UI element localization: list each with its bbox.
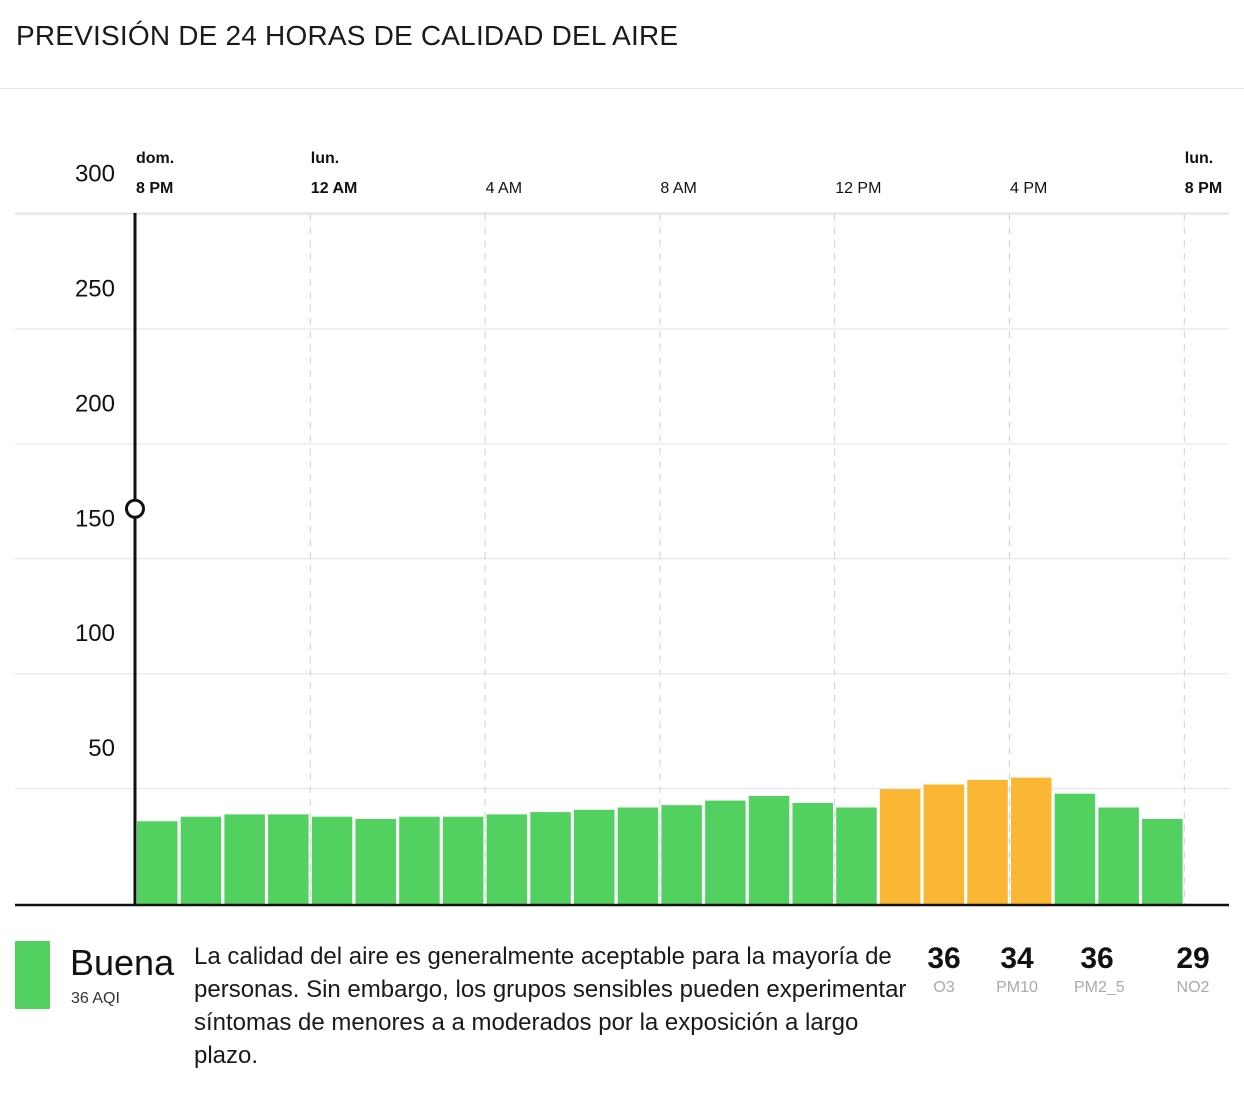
x-tick-time-label: 8 PM: [136, 180, 173, 197]
aqi-bar: [311, 816, 353, 904]
pollutant-value: 36: [927, 942, 961, 975]
pollutant-name: PM10: [996, 979, 1038, 996]
aqi-bar: [530, 812, 571, 904]
x-tick-day-label: dom.: [136, 150, 174, 167]
aqi-bar: [399, 816, 440, 904]
aqi-bar: [879, 789, 921, 904]
x-tick-day-label: lun.: [1185, 150, 1213, 167]
aqi-bar: [1098, 807, 1139, 904]
x-tick-time-label: 8 AM: [660, 180, 696, 197]
aqi-bar: [748, 795, 790, 904]
aqi-bar: [574, 809, 615, 904]
pollutant-o3: 36 O3: [921, 940, 967, 998]
pollutant-value: 29: [1176, 942, 1210, 975]
aqi-bar: [486, 814, 528, 904]
summary-panel: Buena 36 AQI La calidad del aire es gene…: [0, 930, 1244, 1090]
pollutant-value: 34: [1000, 942, 1034, 975]
aqi-bar: [705, 800, 746, 904]
aqi-bar: [617, 807, 659, 904]
x-tick-day-label: lun.: [311, 150, 339, 167]
x-tick-time-label: 4 PM: [1010, 180, 1047, 197]
aqi-bar: [1011, 777, 1052, 904]
pollutant-name: NO2: [1176, 979, 1210, 996]
aqi-bar: [923, 784, 965, 904]
x-tick-time-label: 8 PM: [1185, 180, 1222, 197]
x-tick-time-label: 4 AM: [486, 180, 522, 197]
x-tick-time-label: 12 AM: [311, 180, 358, 197]
aqi-bar: [355, 818, 396, 904]
page-title: PREVISIÓN DE 24 HORAS DE CALIDAD DEL AIR…: [16, 20, 679, 51]
y-tick-label: 150: [75, 505, 115, 532]
aqi-bar: [1142, 818, 1183, 904]
pollutant-name: O3: [933, 979, 955, 996]
category-aqi: 36 AQI: [71, 990, 120, 1007]
category-color-swatch: [15, 941, 50, 1009]
aqi-bar: [224, 814, 265, 904]
pollutant-pm2-5: 36 PM2_5: [1074, 940, 1125, 998]
aqi-bar: [137, 821, 178, 904]
x-tick-time-label: 12 PM: [835, 180, 881, 197]
aqi-bar: [792, 802, 833, 904]
pollutant-name: PM2_5: [1074, 979, 1125, 996]
y-tick-label: 100: [75, 620, 115, 647]
current-time-handle[interactable]: [125, 498, 145, 519]
category-description: La calidad del aire es generalmente acep…: [194, 943, 907, 1069]
y-tick-label: 50: [88, 735, 115, 762]
y-tick-label: 250: [75, 276, 115, 303]
pollutant-no2: 29 NO2: [1170, 940, 1216, 998]
pollutant-pm10: 34 PM10: [994, 940, 1040, 998]
aqi-bar: [1054, 793, 1096, 904]
y-tick-label: 300: [75, 161, 115, 188]
aqi-bar: [661, 805, 702, 904]
aqi-bar: [836, 807, 877, 904]
y-tick-label: 200: [75, 390, 115, 417]
title-divider: [0, 88, 1244, 89]
aqi-bar: [180, 816, 222, 904]
pollutant-value: 36: [1080, 942, 1114, 975]
category-name: Buena: [70, 942, 175, 983]
aqi-bar: [967, 779, 1008, 904]
aqi-bar: [268, 814, 309, 904]
aqi-forecast-chart: dom. 8 PM lun. 12 AM 4 AM 8 AM 12 PM 4 PM lun. 8 …: [15, 150, 1229, 907]
aqi-bar: [442, 816, 484, 904]
